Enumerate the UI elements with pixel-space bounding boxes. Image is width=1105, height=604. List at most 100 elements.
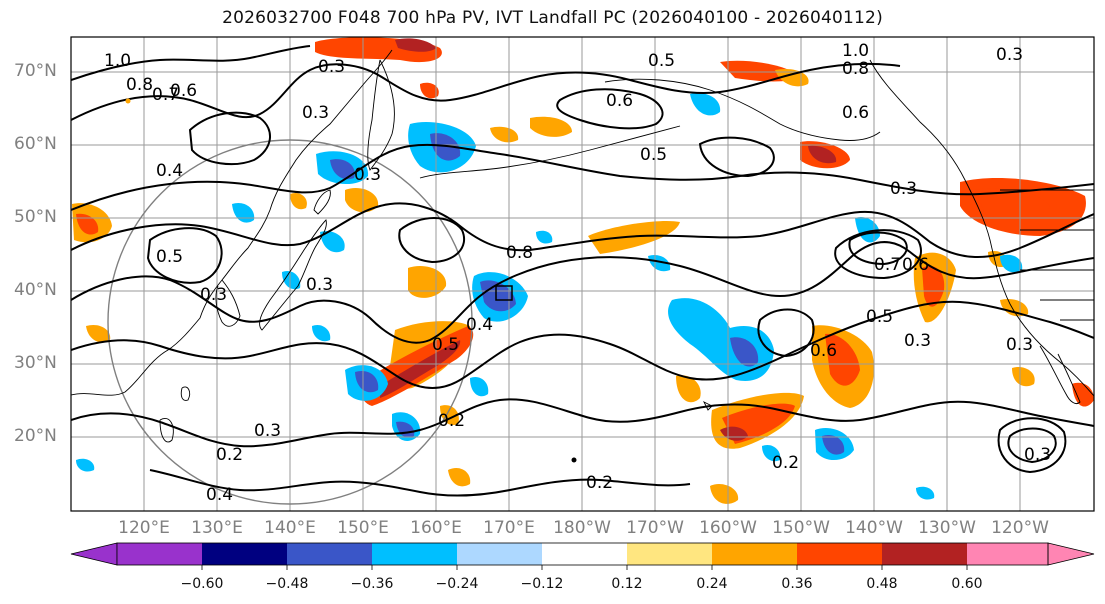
- contour-label: 0.6: [810, 341, 837, 361]
- anomaly-positive: [1012, 366, 1035, 387]
- lon-label: 180°W: [553, 518, 611, 538]
- spot-marker: [125, 98, 131, 104]
- contour-label: 0.3: [1006, 335, 1033, 355]
- anomaly-negative: [648, 254, 671, 272]
- colorbar-segment: [797, 543, 882, 565]
- anomaly-positive: [290, 192, 307, 210]
- lon-label: 140°E: [264, 518, 316, 538]
- anomaly-positive: [420, 82, 439, 99]
- colorbar-tick-label: 0.60: [951, 576, 983, 592]
- lon-label: 130°W: [918, 518, 976, 538]
- colorbar-segment: [202, 543, 287, 565]
- anomaly-negative: [470, 376, 489, 397]
- anomaly-positive: [710, 483, 739, 504]
- anomaly-negative: [76, 458, 95, 472]
- anomaly-positive: [380, 340, 461, 398]
- anomaly-positive: [922, 266, 945, 307]
- contour-label: 0.5: [640, 145, 667, 165]
- contour-label: 0.6: [170, 81, 197, 101]
- contour-label: 0.8: [126, 75, 153, 95]
- colorbar-tick-label: −0.36: [350, 576, 394, 592]
- anomaly-positive: [408, 266, 447, 298]
- anomaly-negative: [232, 202, 255, 223]
- contour-label: 0.3: [254, 421, 281, 441]
- contour-label: 0.5: [156, 247, 183, 267]
- anomaly-negative: [762, 444, 781, 462]
- anomaly-negative: [916, 486, 935, 500]
- colorbar-tick-label: −0.24: [435, 576, 479, 592]
- colorbar-tick-label: 0.36: [781, 576, 813, 592]
- contour-label: 0.3: [306, 275, 333, 295]
- colorbar-outline: [116, 542, 1049, 566]
- contour-label: 0.4: [466, 315, 493, 335]
- colorbar-tick-label: −0.12: [520, 576, 564, 592]
- contour-label: 0.5: [866, 307, 893, 327]
- contour-label: 0.3: [996, 45, 1023, 65]
- lon-label: 160°W: [699, 518, 757, 538]
- contour-label: 0.3: [1024, 445, 1051, 465]
- colorbar-segment: [627, 543, 712, 565]
- anomaly-positive: [1000, 298, 1029, 317]
- contour-label: 0.3: [890, 179, 917, 199]
- contour-label: 0.3: [302, 103, 329, 123]
- point-markers: [125, 98, 577, 463]
- contour-label: 0.3: [318, 57, 345, 77]
- lon-label: 170°W: [626, 518, 684, 538]
- anomaly-negative: [690, 92, 721, 116]
- lat-label: 20°N: [14, 426, 57, 446]
- anomaly-positive: [490, 126, 519, 143]
- contour-label: 0.8: [506, 243, 533, 263]
- contour-labels: 1.0 0.3 0.5 1.0 0.8 0.3 0.7 0.6 0.3 0.4 …: [104, 41, 1051, 505]
- lat-label: 50°N: [14, 207, 57, 227]
- contour-label: 0.5: [432, 335, 459, 355]
- anomaly-negative: [480, 280, 516, 312]
- pv-contours: [71, 45, 1094, 497]
- colorbar-segment: [967, 543, 1048, 565]
- anomaly-negative: [536, 230, 553, 244]
- colorbar-extend-right: [1047, 542, 1095, 566]
- lat-label: 60°N: [14, 134, 57, 154]
- anomaly-negative: [730, 337, 759, 367]
- colorbar-extend-left: [70, 542, 118, 566]
- colorbar-segment: [542, 543, 627, 565]
- contour-label: 0.6: [902, 255, 929, 275]
- anomaly-positive: [975, 187, 1050, 221]
- contour-label: 0.7: [152, 85, 179, 105]
- contour-label: 0.3: [200, 285, 227, 305]
- colorbar-segment: [372, 543, 457, 565]
- contour-label: 0.2: [772, 453, 799, 473]
- anomaly-positive: [86, 324, 111, 343]
- colorbar-segment: [117, 543, 202, 565]
- lat-label: 70°N: [14, 61, 57, 81]
- map-frame: [70, 36, 1095, 512]
- landfall-marker: [495, 285, 513, 301]
- contour-label: 0.5: [648, 51, 675, 71]
- anomaly-negative: [1000, 254, 1023, 273]
- lon-label: 130°E: [191, 518, 243, 538]
- colorbar-tick-label: −0.48: [265, 576, 309, 592]
- contour-label: 0.3: [354, 165, 381, 185]
- contour-label: 0.4: [206, 485, 233, 505]
- colorbar-segment: [882, 543, 967, 565]
- anomaly-positive: [588, 220, 680, 254]
- colorbar-segment: [712, 543, 797, 565]
- region-circle: [107, 139, 473, 505]
- contour-label: 0.2: [586, 473, 613, 493]
- lon-label: 160°E: [410, 518, 462, 538]
- anomaly-positive: [775, 68, 809, 87]
- colorbar-tick-label: 0.48: [866, 576, 898, 592]
- lon-label: 150°W: [772, 518, 830, 538]
- anomaly-negative: [355, 370, 379, 393]
- anomaly-positive: [1072, 382, 1094, 407]
- anomaly-positive: [76, 213, 99, 235]
- contour-label: 0.6: [606, 91, 633, 111]
- anomaly-positive: [345, 187, 379, 213]
- colorbar-tick-label: −0.60: [180, 576, 224, 592]
- anomaly-negative: [282, 270, 301, 290]
- lon-label: 120°W: [991, 518, 1049, 538]
- contour-label: 0.7: [874, 255, 901, 275]
- anomaly-negative: [312, 324, 331, 342]
- contour-label: 0.6: [842, 103, 869, 123]
- anomaly-negative: [822, 434, 845, 455]
